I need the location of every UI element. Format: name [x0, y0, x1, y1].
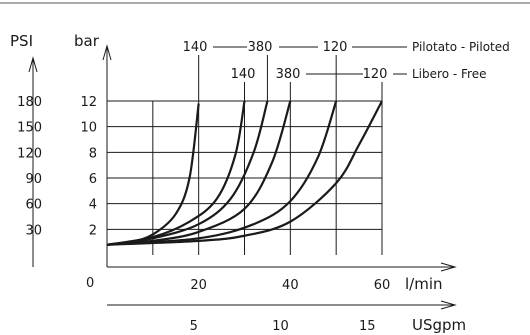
x2-axis-title: USgpm: [412, 316, 466, 334]
x2-tick-label-2: 15: [359, 319, 376, 334]
tick-labels: 2 4 6 8 10 12 30 60 90 120 150 180 20 40 60 5 10 15: [17, 95, 390, 334]
y-tick-label-0: 2: [89, 223, 97, 238]
x2-tick-label-0: 5: [190, 319, 198, 334]
legend-piloted: Pilotato - Piloted: [412, 40, 510, 54]
y-tick-label-4: 10: [80, 121, 97, 136]
piloted-label-2: 120: [323, 40, 348, 55]
y2-tick-label-0: 30: [25, 223, 42, 238]
y2-axis-title: PSI: [10, 32, 33, 50]
free-label-0: 140: [231, 67, 256, 82]
y2-tick-label-3: 120: [17, 146, 42, 161]
x-tick-0: 0: [86, 276, 94, 291]
y2-tick-label-2: 90: [25, 172, 42, 187]
y-tick-label-3: 8: [89, 146, 97, 161]
y-axis-title: bar: [74, 32, 100, 50]
y2-tick-label-1: 60: [25, 198, 42, 213]
free-label-2: 120: [363, 67, 388, 82]
y2-tick-label-4: 150: [17, 121, 42, 136]
series-curve-2: [106, 100, 269, 246]
x-tick-label-1: 20: [190, 278, 207, 293]
legend-free: Libero - Free: [412, 67, 486, 81]
free-label-1: 380: [276, 67, 301, 82]
y2-tick-label-5: 180: [17, 95, 42, 110]
y-tick-label-5: 12: [80, 95, 97, 110]
x-axis-title: l/min: [405, 275, 443, 293]
series-curve-4: [106, 100, 338, 246]
series-curve-5: [106, 100, 383, 246]
series-curves: [106, 100, 383, 246]
series-curve-1: [106, 100, 246, 246]
x2-tick-label-1: 10: [272, 319, 289, 334]
y2-axis-arrow: [28, 56, 38, 73]
y-tick-label-2: 6: [89, 172, 97, 187]
x-tick-label-3: 60: [374, 278, 391, 293]
x-tick-label-2: 40: [282, 278, 299, 293]
piloted-label-0: 140: [183, 40, 208, 55]
piloted-label-1: 380: [248, 40, 273, 55]
x-axis-arrow: [440, 262, 457, 272]
x2-axis-arrow: [440, 300, 457, 310]
y-axis-arrow: [102, 44, 112, 61]
curve-annotations: 140 380 120 140 380 120: [183, 40, 407, 101]
y-tick-label-1: 4: [89, 198, 97, 213]
axes: [28, 44, 457, 310]
